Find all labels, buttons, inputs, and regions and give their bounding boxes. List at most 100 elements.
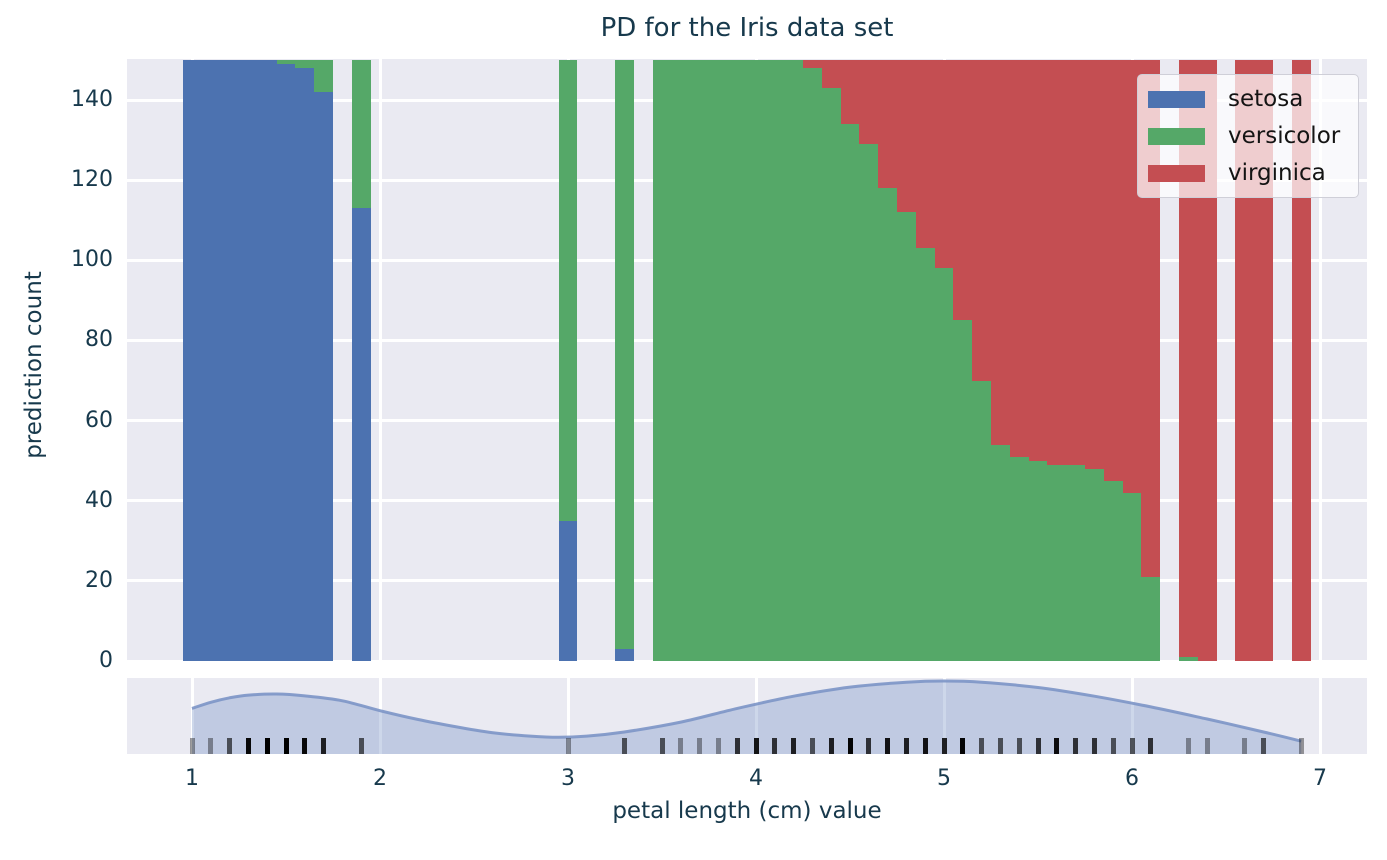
rug-tick [715,738,721,754]
rug-tick [809,738,815,754]
rug-tick [189,738,195,754]
rug-tick [1110,738,1116,754]
rug-tick [997,738,1003,754]
bar-segment-virginica [1122,60,1142,493]
rug-tick [678,738,684,754]
rug-tick [565,738,571,754]
bar-segment-virginica [1103,60,1123,481]
bar-segment-versicolor [1009,456,1029,661]
x-tick-label: 6 [1125,766,1139,791]
bar-segment-versicolor [1179,657,1198,661]
x-tick-label: 5 [937,766,951,791]
y-tick-label: 40 [85,487,113,513]
bar-segment-versicolor [972,380,991,661]
bar-segment-setosa [314,92,333,661]
bar-segment-versicolor [1066,464,1085,661]
rug-tick [1035,738,1041,754]
versicolor-swatch-icon [1148,128,1205,145]
bar-segment-setosa [257,60,277,661]
bar-segment-versicolor [690,60,709,661]
rug-tick [1016,738,1022,754]
x-tick-label: 2 [373,766,387,791]
legend-label: virginica [1228,160,1326,186]
bar-segment-versicolor [276,60,296,65]
bar-segment-virginica [1085,60,1104,469]
legend-item-setosa: setosa [1148,81,1348,118]
legend-label: versicolor [1228,123,1341,149]
rug-tick [1054,738,1060,754]
bar-segment-versicolor [991,444,1010,661]
legend-label: setosa [1228,86,1304,112]
y-tick-label: 120 [71,167,113,193]
rug-tick [847,738,853,754]
bar-segment-virginica [859,60,879,145]
bar-segment-virginica [1066,60,1085,465]
rug-tick [208,738,214,754]
rug-tick [979,738,985,754]
rug-tick [1073,738,1079,754]
bar-segment-setosa [182,60,202,661]
bar-segment-versicolor [671,60,691,661]
y-tick-label: 20 [85,567,113,593]
x-gridline [378,59,382,661]
legend-item-virginica: virginica [1148,155,1348,192]
bar-segment-versicolor [803,68,822,661]
y-tick-label: 0 [99,648,113,673]
x-axis-label: petal length (cm) value [612,798,882,824]
bar-segment-setosa [239,60,258,661]
virginica-swatch-icon [1148,165,1205,182]
bar-segment-versicolor [1028,460,1048,661]
legend: setosa versicolor virginica [1137,74,1359,198]
bar-segment-versicolor [1103,480,1123,661]
bar-segment-versicolor [615,60,634,649]
rug-tick [621,738,627,754]
rug-tick [960,738,966,754]
rug-tick [791,738,797,754]
bar-segment-virginica [991,60,1010,445]
x-gridline [1318,59,1322,661]
rug-tick [885,738,891,754]
bar-segment-versicolor [784,60,803,661]
bar-segment-versicolor [953,320,973,661]
rug-tick [866,738,872,754]
y-tick-label: 60 [85,407,113,433]
bar-segment-virginica [1179,60,1198,657]
bar-segment-versicolor [1141,576,1161,661]
rug-tick [1204,738,1210,754]
chart-title: PD for the Iris data set [600,13,894,43]
legend-item-versicolor: versicolor [1148,118,1348,155]
rug-tick [321,738,327,754]
rug-tick [1298,738,1304,754]
bar-segment-virginica [1235,60,1255,661]
rug-tick [753,738,759,754]
bar-segment-setosa [220,60,239,661]
bar-segment-versicolor [1122,492,1142,661]
bar-segment-virginica [953,60,973,321]
rug-tick [358,738,364,754]
bar-segment-versicolor [821,88,841,661]
bar-segment-virginica [915,60,935,249]
rug-tick [1261,738,1267,754]
rug-tick [1091,738,1097,754]
bar-segment-versicolor [652,60,672,661]
distribution-subplot [127,678,1367,754]
bar-segment-versicolor [915,248,935,661]
bar-segment-virginica [897,60,916,213]
bar-segment-setosa [201,60,221,661]
bar-segment-virginica [878,60,897,189]
bar-segment-versicolor [1047,464,1067,661]
y-tick-label: 140 [71,87,113,113]
bar-segment-virginica [1047,60,1067,465]
x-gridline [942,678,946,754]
x-gridline [754,678,758,754]
rug-tick [828,738,834,754]
bar-segment-setosa [351,208,371,661]
bar-segment-versicolor [295,60,315,69]
bar-segment-virginica [972,60,991,381]
y-tick-label: 100 [71,247,113,273]
rug-tick [1129,738,1135,754]
bar-segment-versicolor [709,60,728,661]
bar-segment-versicolor [558,60,578,521]
rug-tick [903,738,909,754]
